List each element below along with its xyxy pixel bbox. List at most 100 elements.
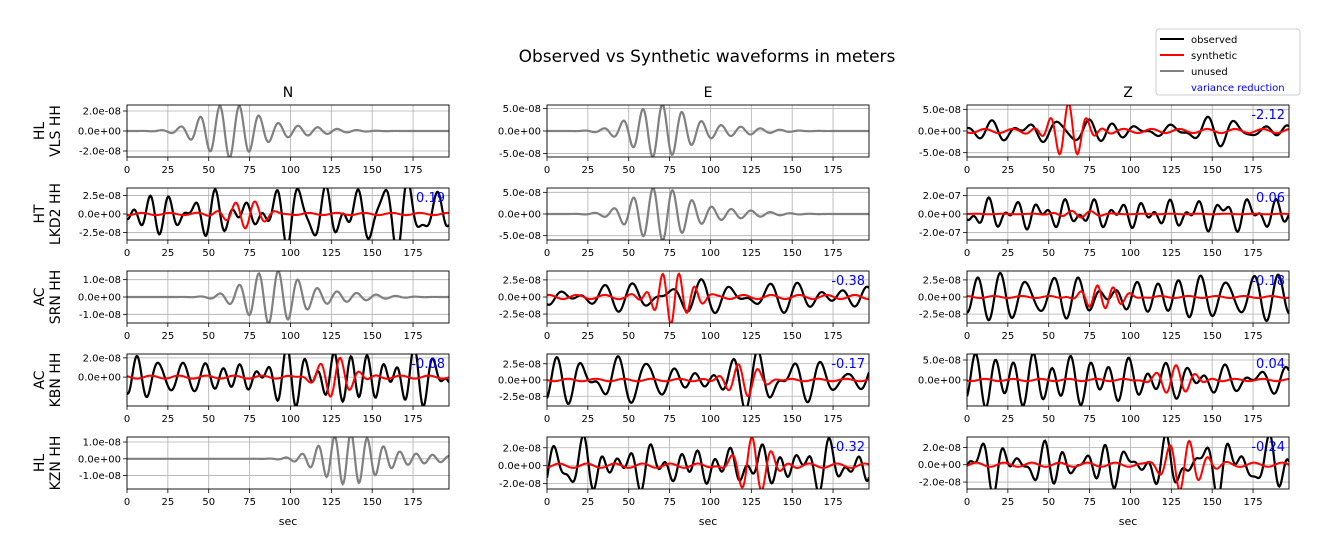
synthetic-trace <box>547 437 869 489</box>
legend-label-unused: unused <box>1191 67 1228 78</box>
x-tick-label: 25 <box>161 497 174 508</box>
panel-frame <box>126 353 450 407</box>
legend: observed synthetic unused variance reductio… <box>1155 28 1301 96</box>
station-network-label: HT <box>32 204 48 224</box>
variance-reduction-label: 0.06 <box>1256 191 1285 206</box>
x-tick-label: 75 <box>663 497 676 508</box>
y-tick-label: 2.5e-08 <box>83 191 121 202</box>
observed-trace <box>127 188 449 240</box>
x-tick-label: 75 <box>1083 165 1096 176</box>
panel-vls-hh-n: 2.0e-08 0.0e+00 -2.0e-080 25 50 75 100 125 150 17… <box>78 104 450 176</box>
panel-kzn-hh-e: 2.0e-08 0.0e+00 -2.0e-080 25 50 75 100 125 150 17… <box>498 436 870 508</box>
unused-trace <box>127 437 449 487</box>
x-tick-label: 100 <box>281 165 300 176</box>
y-tick-label: -2.5e-08 <box>499 310 541 321</box>
observed-trace <box>967 196 1289 234</box>
y-tick-label: -2.0e-08 <box>499 479 541 490</box>
observed-trace <box>967 271 1289 323</box>
trace-group <box>127 105 449 157</box>
y-tick-label: 0.0e+00 <box>78 293 121 304</box>
trace-group <box>547 188 869 240</box>
panel-srn-hh-n: 1.0e-08 0.0e+00 -1.0e-080 25 50 75 100 125 150 17… <box>78 270 450 342</box>
trace-group <box>547 354 869 406</box>
station-name-label: SRN HH <box>48 270 64 325</box>
panel-srn-hh-e: 2.5e-08 0.0e+00 -2.5e-080 25 50 75 100 125 150 17… <box>498 270 870 342</box>
station-name-label: LKD2 HH <box>48 183 64 245</box>
y-tick-label: 2.0e-08 <box>83 107 121 118</box>
column-header-n: N <box>283 85 293 101</box>
trace-group <box>547 272 869 323</box>
y-tick-label: 0.0e+00 <box>78 454 121 465</box>
x-axis-label: sec <box>1119 515 1138 528</box>
x-tick-label: 25 <box>1001 165 1014 176</box>
synthetic-trace <box>127 200 449 230</box>
variance-reduction-label: -0.38 <box>831 274 865 289</box>
x-tick-label: 175 <box>403 331 422 342</box>
x-tick-label: 75 <box>243 248 256 259</box>
station-name-label: KBN HH <box>48 353 64 408</box>
y-tick-label: 2.0e-07 <box>923 191 961 202</box>
panel-vls-hh-e: 5.0e-08 0.0e+00 -5.0e-080 25 50 75 100 125 150 17… <box>498 104 870 176</box>
observed-trace <box>127 354 449 406</box>
observed-trace <box>967 354 1289 406</box>
x-tick-label: 75 <box>1083 331 1096 342</box>
y-tick-label: 0.0e+00 <box>918 376 961 387</box>
x-tick-label: 0 <box>124 248 130 259</box>
y-tick-label: 5.0e-08 <box>923 356 961 367</box>
x-tick-label: 25 <box>1001 414 1014 425</box>
x-tick-label: 50 <box>202 414 215 425</box>
x-tick-label: 125 <box>742 248 761 259</box>
variance-reduction-label: -0.24 <box>1251 440 1285 455</box>
x-tick-label: 125 <box>742 414 761 425</box>
x-tick-label: 50 <box>202 331 215 342</box>
legend-label-synthetic: synthetic <box>1191 51 1237 62</box>
x-tick-label: 75 <box>1083 497 1096 508</box>
trace-group <box>547 105 869 157</box>
x-tick-label: 0 <box>544 414 550 425</box>
x-tick-label: 175 <box>823 248 842 259</box>
chart-title: Observed vs Synthetic waveforms in meter… <box>519 47 896 67</box>
x-tick-label: 100 <box>1121 497 1140 508</box>
variance-reduction-label: -2.12 <box>1251 108 1285 123</box>
x-tick-label: 150 <box>783 248 802 259</box>
unused-trace <box>127 271 449 323</box>
x-tick-label: 100 <box>701 414 720 425</box>
x-tick-label: 175 <box>1243 497 1262 508</box>
variance-reduction-label: 0.04 <box>1256 357 1285 372</box>
panel-frame <box>966 436 1290 490</box>
x-tick-label: 50 <box>202 497 215 508</box>
panel-kbn-hh-n: 2.0e-08 0.0e+00 0 25 50 75 100 125 150 175 -0.08 <box>78 353 450 425</box>
y-tick-label: -2.0e-08 <box>919 478 961 489</box>
variance-reduction-label: -0.32 <box>831 440 865 455</box>
x-tick-label: 50 <box>1042 331 1055 342</box>
panel-lkd2-hh-n: 2.5e-08 0.0e+00 -2.5e-080 25 50 75 100 125 150 17… <box>78 187 450 259</box>
panel-vls-hh-z: 5.0e-08 0.0e+00 -5.0e-080 25 50 75 100 125 150 17… <box>918 104 1290 176</box>
x-tick-label: 75 <box>1083 248 1096 259</box>
x-tick-label: 150 <box>1203 248 1222 259</box>
x-tick-label: 100 <box>701 497 720 508</box>
x-tick-label: 0 <box>124 414 130 425</box>
x-tick-label: 175 <box>823 497 842 508</box>
unused-trace <box>547 188 869 240</box>
x-tick-label: 25 <box>581 497 594 508</box>
x-axis-label: sec <box>279 515 298 528</box>
x-tick-label: 25 <box>1001 331 1014 342</box>
x-tick-label: 50 <box>622 497 635 508</box>
x-tick-label: 125 <box>742 497 761 508</box>
x-tick-label: 125 <box>322 414 341 425</box>
x-tick-label: 150 <box>1203 414 1222 425</box>
x-tick-label: 100 <box>281 331 300 342</box>
y-tick-label: 0.0e+00 <box>918 210 961 221</box>
x-tick-label: 25 <box>581 331 594 342</box>
station-network-label: HL <box>32 122 48 141</box>
y-tick-label: 2.0e-08 <box>503 443 541 454</box>
x-tick-label: 175 <box>1243 165 1262 176</box>
x-tick-label: 0 <box>964 414 970 425</box>
y-tick-label: -2.0e-08 <box>79 147 121 158</box>
x-tick-label: 25 <box>161 165 174 176</box>
unused-trace <box>127 105 449 157</box>
trace-group <box>547 437 869 489</box>
x-tick-label: 25 <box>161 331 174 342</box>
y-tick-label: -2.0e-07 <box>919 228 961 239</box>
